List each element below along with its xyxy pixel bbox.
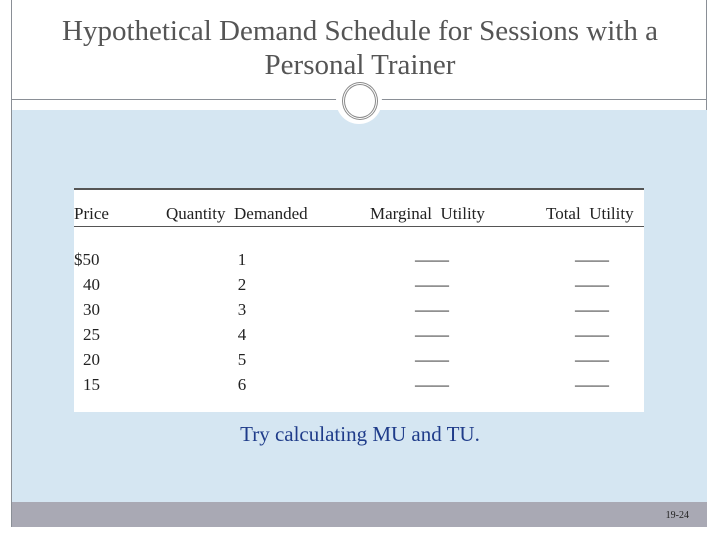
cell-price: 15 bbox=[83, 375, 100, 394]
header-tu: Total Utility bbox=[546, 204, 634, 223]
ring-icon bbox=[342, 82, 378, 120]
header-quantity: Quantity Demanded bbox=[166, 204, 308, 223]
footer-bar: 19-24 bbox=[12, 502, 707, 527]
cell-price: 20 bbox=[83, 350, 100, 369]
cell-mu: —— bbox=[415, 250, 449, 269]
cell-price: $50 bbox=[74, 250, 100, 269]
cell-mu: —— bbox=[415, 350, 449, 369]
cell-qty: 3 bbox=[237, 300, 247, 319]
instruction-text: Try calculating MU and TU. bbox=[240, 422, 480, 446]
cell-mu: —— bbox=[415, 275, 449, 294]
header-price: Price bbox=[74, 204, 109, 223]
cell-mu: —— bbox=[415, 325, 449, 344]
cell-price: 25 bbox=[83, 325, 100, 344]
cell-tu: —— bbox=[575, 375, 609, 394]
demand-table: Price Quantity Demanded Marginal Utility… bbox=[74, 188, 644, 412]
header-mu: Marginal Utility bbox=[370, 204, 485, 223]
page-number: 19-24 bbox=[665, 510, 689, 521]
cell-qty: 5 bbox=[237, 350, 247, 369]
cell-mu: —— bbox=[415, 375, 449, 394]
cell-tu: —— bbox=[575, 250, 609, 269]
cell-tu: —— bbox=[575, 300, 609, 319]
cell-qty: 4 bbox=[237, 325, 247, 344]
cell-qty: 2 bbox=[237, 275, 247, 294]
header-rule bbox=[74, 226, 644, 227]
cell-tu: —— bbox=[575, 275, 609, 294]
cell-qty: 6 bbox=[237, 375, 247, 394]
cell-price: 40 bbox=[83, 275, 100, 294]
cell-tu: —— bbox=[575, 325, 609, 344]
cell-mu: —— bbox=[415, 300, 449, 319]
cell-price: 30 bbox=[83, 300, 100, 319]
cell-tu: —— bbox=[575, 350, 609, 369]
slide-title: Hypothetical Demand Schedule for Session… bbox=[62, 15, 658, 81]
cell-qty: 1 bbox=[237, 250, 247, 269]
